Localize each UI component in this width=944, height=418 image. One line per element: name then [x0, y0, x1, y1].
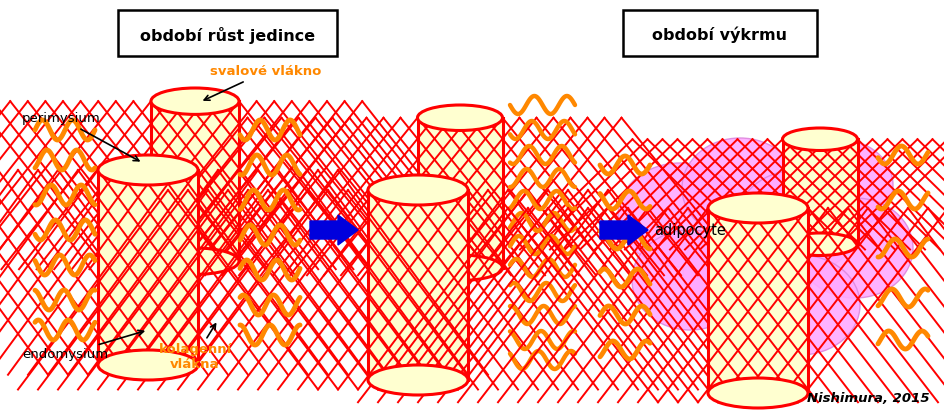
- Text: období výkrmu: období výkrmu: [652, 27, 787, 43]
- Ellipse shape: [683, 218, 813, 326]
- Ellipse shape: [618, 163, 742, 267]
- Ellipse shape: [632, 230, 748, 330]
- Ellipse shape: [151, 88, 239, 115]
- Text: kolagenní
vlákna: kolagenní vlákna: [159, 324, 231, 371]
- Text: svalové vlákno: svalové vlákno: [204, 65, 321, 100]
- Text: období růst jedince: období růst jedince: [141, 26, 315, 43]
- Bar: [708, 208, 808, 393]
- Ellipse shape: [783, 128, 857, 150]
- Ellipse shape: [797, 198, 913, 298]
- Bar: [98, 170, 198, 365]
- Bar: [783, 139, 857, 244]
- Ellipse shape: [368, 365, 468, 395]
- Ellipse shape: [682, 138, 798, 238]
- Bar: [417, 118, 502, 268]
- FancyArrow shape: [600, 215, 648, 245]
- Ellipse shape: [783, 233, 857, 255]
- Bar: [368, 190, 468, 380]
- Ellipse shape: [708, 378, 808, 408]
- Bar: [708, 208, 808, 393]
- FancyBboxPatch shape: [118, 10, 337, 56]
- Ellipse shape: [740, 255, 860, 355]
- Ellipse shape: [417, 255, 502, 280]
- Bar: [783, 139, 857, 244]
- Bar: [151, 101, 239, 261]
- Text: adipocyte: adipocyte: [654, 222, 726, 237]
- Text: perimysium: perimysium: [22, 112, 139, 161]
- Ellipse shape: [417, 105, 502, 130]
- Text: endomysium: endomysium: [22, 330, 143, 361]
- Bar: [417, 118, 502, 268]
- Bar: [368, 190, 468, 380]
- Bar: [98, 170, 198, 365]
- Ellipse shape: [783, 139, 893, 231]
- Bar: [783, 139, 857, 244]
- Bar: [368, 190, 468, 380]
- Bar: [708, 208, 808, 393]
- Ellipse shape: [98, 350, 198, 380]
- FancyArrow shape: [310, 215, 358, 245]
- Ellipse shape: [708, 193, 808, 223]
- FancyBboxPatch shape: [623, 10, 817, 56]
- Text: Nishimura, 2015: Nishimura, 2015: [807, 392, 930, 405]
- Ellipse shape: [98, 155, 198, 185]
- Ellipse shape: [736, 170, 860, 274]
- Bar: [151, 101, 239, 261]
- Ellipse shape: [151, 248, 239, 274]
- Ellipse shape: [368, 175, 468, 205]
- Bar: [417, 118, 502, 268]
- Bar: [98, 170, 198, 365]
- Bar: [151, 101, 239, 261]
